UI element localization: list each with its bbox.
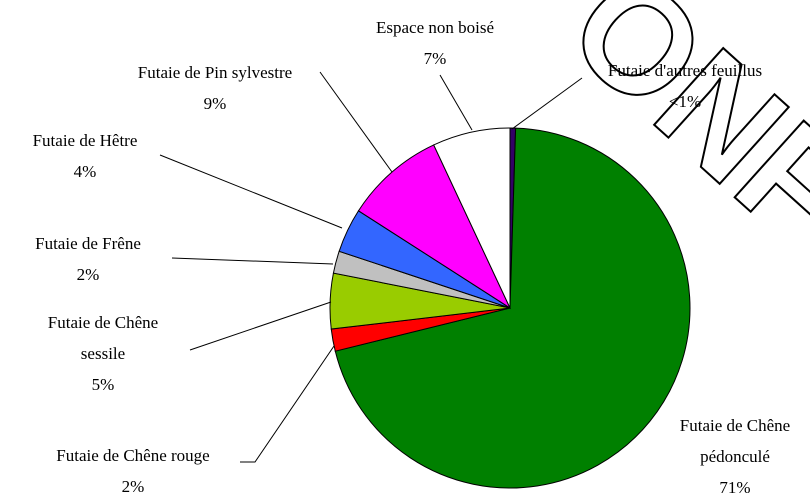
slice-label: Futaie de Chêne pédonculé (679, 416, 791, 466)
slice-label: Futaie de Chêne sessile (47, 313, 159, 363)
slice-label: Futaie de Pin sylvestre (137, 63, 293, 82)
slice-value: <1% (668, 92, 702, 111)
slice-value: 2% (121, 477, 145, 496)
pie-slice (334, 127, 691, 489)
slice-value: 5% (91, 375, 115, 394)
leader-line (319, 71, 393, 173)
leader-line (189, 301, 332, 351)
leader-line (240, 345, 335, 463)
slice-label: Espace non boisé (375, 18, 495, 37)
leader-line (439, 74, 473, 131)
slice-value: 4% (73, 162, 97, 181)
slice-label: Futaie de Frêne (35, 234, 141, 253)
slice-value: 71% (719, 478, 751, 497)
leader-line (171, 257, 334, 265)
pie-slice (357, 144, 512, 310)
pie-slice (433, 127, 511, 309)
slice-value: 2% (76, 265, 100, 284)
slice-label: Futaie d'autres feuillus (607, 61, 763, 80)
leader-line (159, 154, 343, 229)
leader-line (511, 77, 583, 130)
slice-value: 7% (423, 49, 447, 68)
slice-label: Futaie de Chêne rouge (56, 446, 210, 465)
slice-label: Futaie de Hêtre (32, 131, 138, 150)
slice-value: 9% (203, 94, 227, 113)
